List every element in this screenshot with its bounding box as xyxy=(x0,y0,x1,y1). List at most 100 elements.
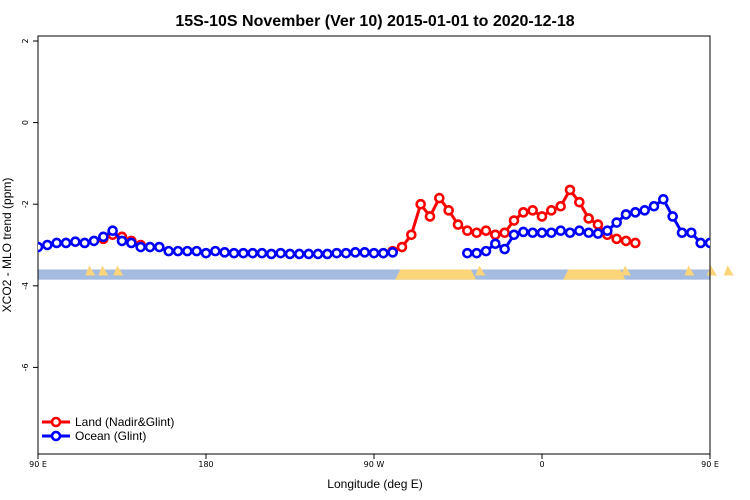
data-point xyxy=(303,248,314,260)
data-point xyxy=(238,247,249,259)
legend-marker xyxy=(50,430,62,442)
data-point xyxy=(38,241,44,253)
data-point xyxy=(135,241,146,253)
data-point xyxy=(583,213,594,224)
x-axis-label: Longitude (deg E) xyxy=(327,477,422,491)
series-layer xyxy=(38,184,750,260)
data-point xyxy=(592,219,604,230)
land-band xyxy=(563,269,626,280)
data-point xyxy=(182,245,193,257)
data-point xyxy=(602,225,613,237)
land-patch xyxy=(684,265,695,276)
data-point xyxy=(527,205,538,216)
data-point xyxy=(704,237,710,249)
data-point xyxy=(340,247,352,259)
data-point xyxy=(219,247,230,258)
y-tick-label: -2 xyxy=(21,200,30,208)
series-line xyxy=(729,237,748,243)
data-point xyxy=(490,229,501,241)
data-point xyxy=(564,227,576,239)
land-ocean-mask xyxy=(38,265,734,280)
y-tick-label: -6 xyxy=(21,363,30,371)
data-point xyxy=(499,227,510,239)
data-point xyxy=(462,225,473,237)
data-point xyxy=(144,241,156,253)
data-point xyxy=(210,245,221,257)
y-tick-label: 0 xyxy=(21,120,30,125)
x-tick-label: 90 E xyxy=(29,460,47,469)
land-patch xyxy=(475,265,486,276)
data-point xyxy=(256,247,268,259)
data-point xyxy=(443,205,454,216)
data-point xyxy=(480,245,492,257)
land-patch xyxy=(621,265,631,276)
data-point xyxy=(200,247,212,259)
data-point xyxy=(676,227,688,239)
legend-label: Land (Nadir&Glint) xyxy=(75,415,174,429)
data-point xyxy=(359,247,370,258)
data-point xyxy=(247,247,258,259)
data-point xyxy=(172,245,184,257)
y-axis: 2 0 -2 -4 -6 xyxy=(21,38,38,371)
ocean-band xyxy=(38,269,710,280)
data-point xyxy=(583,227,594,239)
data-point xyxy=(574,225,585,237)
data-point xyxy=(725,235,733,243)
data-point xyxy=(546,227,557,239)
y-tick-label: -4 xyxy=(21,282,30,290)
data-point xyxy=(396,241,408,253)
data-point xyxy=(725,241,733,249)
x-tick-label: 0 xyxy=(539,460,544,469)
data-point xyxy=(508,229,520,241)
data-point xyxy=(79,237,90,249)
data-point xyxy=(228,247,240,259)
data-point xyxy=(743,241,750,249)
data-point xyxy=(564,184,576,196)
x-tick-label: 180 xyxy=(198,460,213,469)
data-point xyxy=(116,235,128,247)
x-tick-label: 90 E xyxy=(701,460,719,469)
data-point xyxy=(743,239,750,247)
land-patch xyxy=(98,265,109,276)
legend-marker xyxy=(50,416,62,428)
data-point xyxy=(312,248,324,260)
data-point xyxy=(499,243,510,255)
data-point xyxy=(51,237,62,249)
data-point xyxy=(536,211,548,222)
data-point xyxy=(350,247,361,258)
data-point xyxy=(611,217,622,228)
data-point xyxy=(734,233,742,241)
data-point xyxy=(546,205,557,216)
data-point xyxy=(630,237,641,249)
data-point xyxy=(611,233,622,245)
data-point xyxy=(715,241,723,249)
data-point xyxy=(387,247,398,258)
data-point xyxy=(154,241,165,253)
data-point xyxy=(620,209,632,220)
data-point xyxy=(462,247,473,259)
y-tick-label: 2 xyxy=(21,38,30,43)
chart-title: 15S-10S November (Ver 10) 2015-01-01 to … xyxy=(175,13,574,30)
data-point xyxy=(424,211,436,222)
data-point xyxy=(667,211,678,222)
x-axis: 90 E 180 90 W 0 90 E xyxy=(29,454,719,469)
land-patch xyxy=(85,265,96,276)
data-point xyxy=(639,205,650,216)
data-point xyxy=(60,237,72,249)
data-point xyxy=(275,247,286,259)
data-point xyxy=(42,239,53,251)
data-point xyxy=(284,248,296,260)
data-point xyxy=(378,247,389,259)
land-band xyxy=(395,269,476,280)
data-point xyxy=(508,215,520,226)
land-patch xyxy=(723,265,734,276)
data-point xyxy=(266,248,277,260)
data-point xyxy=(592,228,604,239)
data-point xyxy=(658,194,669,205)
legend: Land (Nadir&Glint)Ocean (Glint) xyxy=(42,415,174,443)
data-point xyxy=(734,241,742,249)
data-point xyxy=(163,245,174,257)
series-ocean xyxy=(38,194,750,260)
data-point xyxy=(518,226,529,238)
